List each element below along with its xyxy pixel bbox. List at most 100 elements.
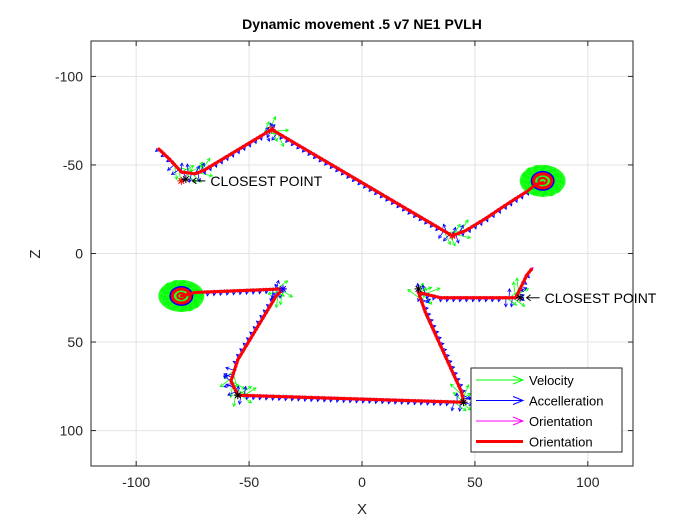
acceleration-arrow-head [484,218,489,223]
velocity-arrow-head [464,219,469,224]
acceleration-arrow-head [266,137,271,143]
x-tick-label: 0 [358,474,366,490]
acceleration-cluster [169,286,194,306]
x-tick-label: 50 [467,474,483,490]
velocity-arrow [450,383,463,396]
asterisk-marker [278,284,287,293]
acceleration-arrow-head [227,392,232,396]
acceleration-arrow-head [380,400,385,405]
acceleration-arrow-head [432,324,437,329]
acceleration-arrow-head [247,143,252,148]
acceleration-arrow-head [264,290,269,295]
acceleration-arrow-head [208,167,212,172]
acceleration-arrow-head [245,395,250,401]
legend-entry: Accelleration [476,394,603,409]
acceleration-arrow-head [426,298,432,303]
acceleration-arrow-head [269,122,274,127]
acceleration-arrow-head [275,279,280,284]
velocity-arrow-head [288,293,294,298]
velocity-arrow-head [528,170,533,176]
acceleration-arrow-head [265,303,271,308]
acceleration-arrow-head [509,303,514,308]
acceleration-arrow-head [166,166,172,171]
velocity-arrow [545,169,554,172]
acceleration-arrow-head [425,294,430,300]
acceleration-arrow-head [400,400,405,406]
velocity-arrow-head [511,281,516,286]
velocity-arrow [170,307,179,310]
acceleration-arrow-head [165,158,171,163]
velocity-arrow-head [407,288,412,293]
acceleration-arrow-head [264,396,269,401]
acceleration-arrow-head [242,342,247,347]
asterisk-marker [233,391,242,400]
orientation-loop [170,287,192,305]
acceleration-arrow-head [519,287,524,292]
acceleration-arrow-head [230,153,235,158]
velocity-arrow-head [163,301,168,306]
velocity-arrow-head [550,188,554,193]
acceleration-arrow-head [490,298,495,303]
acceleration-arrow-head [415,282,420,287]
acceleration-arrow-head [309,397,314,403]
acceleration-arrow-head [202,170,207,175]
acceleration-arrow-head [279,135,284,140]
asterisk-stroke [516,294,524,301]
velocity-arrow [551,171,559,177]
velocity-arrow-head [192,299,197,304]
acceleration-arrow-head [272,292,277,297]
velocity-arrow-head [241,385,246,390]
acceleration-arrow-head [454,392,460,397]
acceleration-arrow-head [335,168,340,173]
velocity-arrow-head [552,167,557,172]
acceleration-arrow-head [277,294,282,299]
acceleration-arrow-head [266,133,271,139]
velocity-arrow [160,294,165,303]
acceleration-arrow-head [438,298,443,303]
velocity-arrow [237,386,252,396]
acceleration-arrow-head [196,178,201,183]
acceleration-arrow-head [440,342,445,347]
acceleration-arrow-head [424,220,429,225]
velocity-arrow-head [456,223,461,228]
acceleration-arrow-head [251,396,256,401]
y-tick-label: -100 [55,68,83,84]
acceleration-arrow-head [393,400,398,405]
velocity-arrow [163,295,169,303]
velocity-arrow-head [530,191,536,196]
velocity-arrow-head [526,166,530,172]
acceleration-arrow-head [231,291,236,296]
velocity-arrow-head [452,392,457,397]
legend-label: Orientation [529,414,593,429]
acceleration-arrow-head [491,214,495,219]
velocity-arrow [557,184,562,193]
acceleration-arrow-head [374,191,379,196]
legend-entry: Orientation [476,414,593,429]
velocity-arrow-head [436,287,441,292]
acceleration-arrow-head [466,395,472,400]
acceleration-arrow-head [348,399,353,404]
velocity-arrow-head [278,301,283,306]
acceleration-arrow-head [419,401,424,406]
velocity-arrow-head [560,180,565,186]
y-tick-label: 100 [60,423,84,439]
x-tick-label: -50 [239,474,259,490]
velocity-arrow [531,165,539,171]
velocity-arrow-head [219,383,224,388]
acceleration-arrow-head [322,398,327,403]
acceleration-arrow-head [301,148,306,153]
velocity-arrow-head [524,186,529,191]
acceleration-arrow-head [426,312,432,317]
annotations: CLOSEST POINT CLOSEST POINT [191,173,657,306]
velocity-arrow-head [190,165,195,169]
asterisk-stroke [415,285,422,293]
acceleration-arrow-head [432,401,437,407]
velocity-arrow [183,284,192,287]
acceleration-arrow-head [251,290,256,295]
acceleration-arrow-head [342,398,346,404]
acceleration-arrow-head [461,389,467,394]
acceleration-arrow-head [418,217,423,222]
trajectory-paths [157,128,545,404]
acceleration-arrow-head [324,161,329,166]
velocity-arrow [181,305,189,310]
